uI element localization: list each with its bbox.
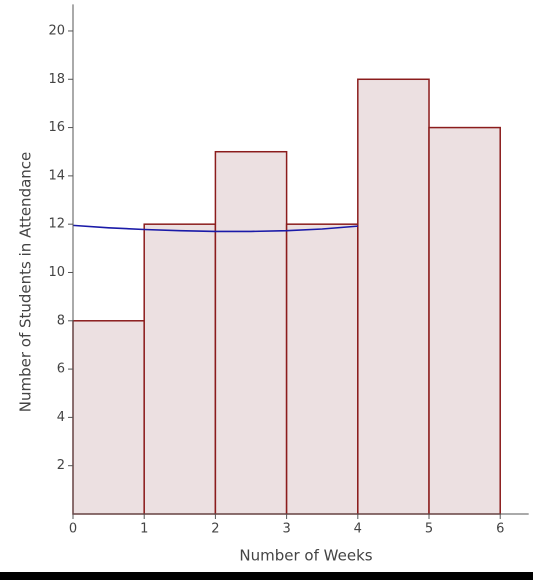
y-tick-label: 4 xyxy=(57,410,65,425)
x-tick-label: 0 xyxy=(69,522,77,537)
bottom-bar xyxy=(0,572,533,580)
x-tick-label: 1 xyxy=(140,522,148,537)
x-tick-label: 2 xyxy=(211,522,219,537)
x-tick-label: 6 xyxy=(496,522,504,537)
x-tick-label: 5 xyxy=(425,522,433,537)
y-tick-label: 6 xyxy=(57,362,65,377)
y-tick-label: 16 xyxy=(48,120,65,135)
y-tick-label: 14 xyxy=(48,168,65,183)
curve xyxy=(72,224,358,233)
y-tick-label: 10 xyxy=(48,265,65,280)
y-axis-label: Number of Students in Attendance xyxy=(17,152,35,413)
bar xyxy=(72,320,145,515)
bar xyxy=(428,126,501,515)
bar xyxy=(143,223,217,515)
y-tick-label: 8 xyxy=(57,313,65,328)
bar xyxy=(357,78,430,515)
x-tick-label: 3 xyxy=(282,522,290,537)
bar xyxy=(214,150,288,515)
x-tick-label: 4 xyxy=(354,522,362,537)
y-tick-label: 20 xyxy=(48,23,65,38)
y-tick-label: 12 xyxy=(48,217,65,232)
bar xyxy=(285,223,359,515)
x-axis-label: Number of Weeks xyxy=(239,547,372,565)
y-tick-label: 2 xyxy=(57,458,65,473)
y-tick-label: 18 xyxy=(48,72,65,87)
